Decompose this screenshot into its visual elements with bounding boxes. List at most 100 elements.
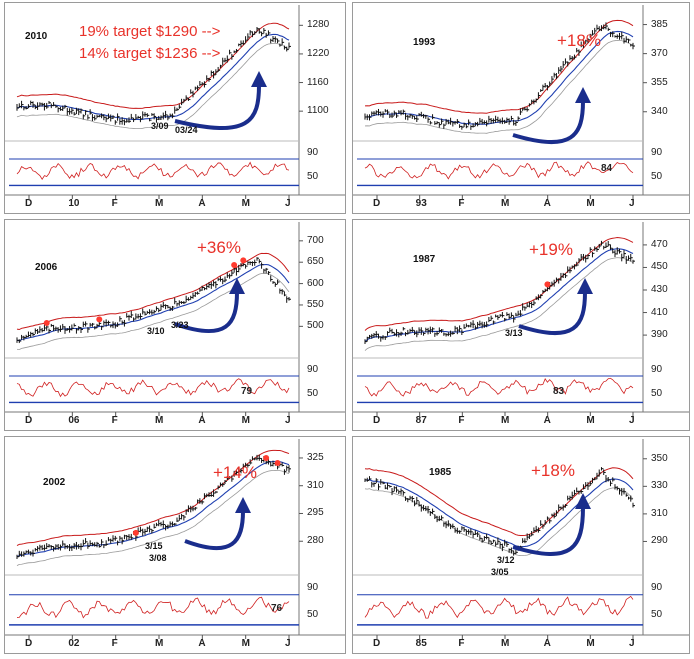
price-tick-label: 410: [651, 306, 668, 318]
x-tick-label: M: [586, 198, 595, 209]
moving-average-line: [16, 460, 290, 558]
x-tick-label: M: [501, 638, 510, 649]
x-tick-label: F: [458, 638, 465, 649]
curved-arrow: [174, 84, 261, 131]
x-tick-label: J: [285, 638, 291, 649]
x-tick-label: J: [629, 638, 635, 649]
gain-label: +19%: [529, 240, 573, 259]
date-annotation: 3/08: [149, 553, 167, 563]
arrow-head: [575, 87, 591, 103]
overbought-marker: [43, 319, 50, 326]
overbought-marker: [263, 454, 270, 461]
lower-band-line: [364, 40, 634, 134]
gain-label: +14%: [213, 463, 257, 482]
osc-tick-label: 50: [307, 388, 319, 399]
arrow-head: [235, 497, 251, 513]
curved-arrow: [518, 291, 587, 336]
lower-band-line: [16, 470, 290, 566]
chart-panel-2006: 2006 +36% 3/10 3/23 700 650 600 550 500 90 50 79 D 06…: [4, 219, 346, 431]
osc-value: 79: [241, 386, 253, 397]
gain-label: +18%: [557, 31, 601, 50]
osc-tick-label: 90: [307, 147, 319, 158]
oscillator-line: [16, 378, 290, 398]
price-tick-label: 310: [307, 479, 324, 491]
x-tick-label: M: [586, 638, 595, 649]
x-tick-label: M: [586, 415, 595, 426]
arrow-head: [577, 278, 593, 294]
price-tick-label: 325: [307, 451, 324, 463]
x-tick-label: 87: [415, 415, 427, 426]
x-tick-label: 02: [68, 638, 80, 649]
year-label: 2006: [35, 262, 58, 273]
chart-svg: [353, 222, 689, 416]
price-tick-label: 355: [651, 76, 668, 88]
osc-tick-label: 90: [651, 364, 663, 375]
price-tick-label: 370: [651, 47, 668, 59]
overbought-marker: [240, 257, 247, 264]
x-tick-label: F: [111, 198, 118, 209]
oscillator-line: [16, 596, 290, 619]
date-annotation: 3/10: [147, 326, 165, 336]
date-annotation: 3/13: [505, 328, 523, 338]
price-tick-label: 385: [651, 18, 668, 30]
x-tick-label: A: [198, 638, 206, 649]
chart-panel-2010: 2010 19% target $1290 --> 14% target $1236…: [4, 2, 346, 214]
x-tick-label: A: [543, 198, 551, 209]
year-label: 1987: [413, 254, 436, 265]
chart-panel-1985: 1985 +18% 3/12 3/05 350 330 310 290 90 50 D 85 F M A M J: [352, 436, 690, 654]
chart-svg: [353, 5, 689, 199]
osc-tick-label: 50: [307, 171, 319, 182]
gain-label: +18%: [531, 461, 575, 480]
year-label: 2010: [25, 31, 48, 42]
x-tick-label: D: [373, 198, 381, 209]
x-tick-label: 93: [415, 198, 427, 209]
osc-tick-label: 90: [651, 581, 663, 593]
price-tick-label: 1100: [307, 105, 329, 117]
x-tick-label: F: [111, 638, 118, 649]
chart-panel-1987: 1987 +19% 3/13 470 450 430 410 390 90 50 83 D 87 F M A M…: [352, 219, 690, 431]
osc-tick-label: 50: [651, 609, 663, 621]
price-tick-label: 550: [307, 298, 324, 310]
osc-tick-label: 90: [651, 147, 663, 158]
x-tick-label: F: [111, 415, 118, 426]
x-tick-label: A: [543, 415, 551, 426]
target-label: 19% target $1290 -->: [79, 23, 221, 40]
osc-tick-label: 50: [651, 171, 663, 182]
x-tick-label: D: [25, 415, 33, 426]
price-tick-label: 450: [651, 261, 668, 273]
date-annotation: 03/24: [175, 125, 198, 135]
price-tick-label: 280: [307, 535, 324, 547]
chart-panel-2002: 2002 +14% 3/15 3/08 325 310 295 280 90 50 76 D 02 F M A…: [4, 436, 346, 654]
curved-arrow: [184, 510, 245, 551]
x-tick-label: M: [241, 198, 250, 209]
osc-tick-label: 50: [651, 388, 663, 399]
x-tick-label: 06: [68, 415, 80, 426]
chart-svg: [5, 439, 345, 639]
overbought-marker: [96, 316, 103, 323]
price-tick-label: 650: [307, 256, 324, 268]
x-tick-label: D: [25, 198, 33, 209]
x-tick-label: J: [285, 198, 291, 209]
date-annotation: 3/09: [151, 121, 169, 131]
arrow-head: [251, 71, 267, 87]
overbought-marker: [231, 261, 238, 268]
x-tick-label: J: [629, 198, 635, 209]
date-annotation: 3/23: [171, 320, 189, 330]
x-tick-label: A: [543, 638, 551, 649]
lower-band-line: [16, 42, 290, 129]
price-tick-label: 310: [651, 507, 668, 519]
curved-arrow: [512, 506, 585, 556]
oscillator-line: [364, 161, 634, 180]
price-tick-label: 290: [651, 535, 668, 547]
x-tick-label: 85: [415, 638, 427, 649]
overbought-marker: [544, 281, 551, 288]
x-tick-label: A: [198, 415, 206, 426]
x-tick-label: M: [501, 415, 510, 426]
x-tick-label: M: [501, 198, 510, 209]
chart-svg: [5, 222, 345, 416]
x-tick-label: D: [373, 638, 381, 649]
price-tick-label: 295: [307, 507, 324, 519]
osc-value: 84: [601, 163, 613, 174]
moving-average-line: [364, 478, 634, 548]
date-annotation: 3/12: [497, 555, 515, 565]
